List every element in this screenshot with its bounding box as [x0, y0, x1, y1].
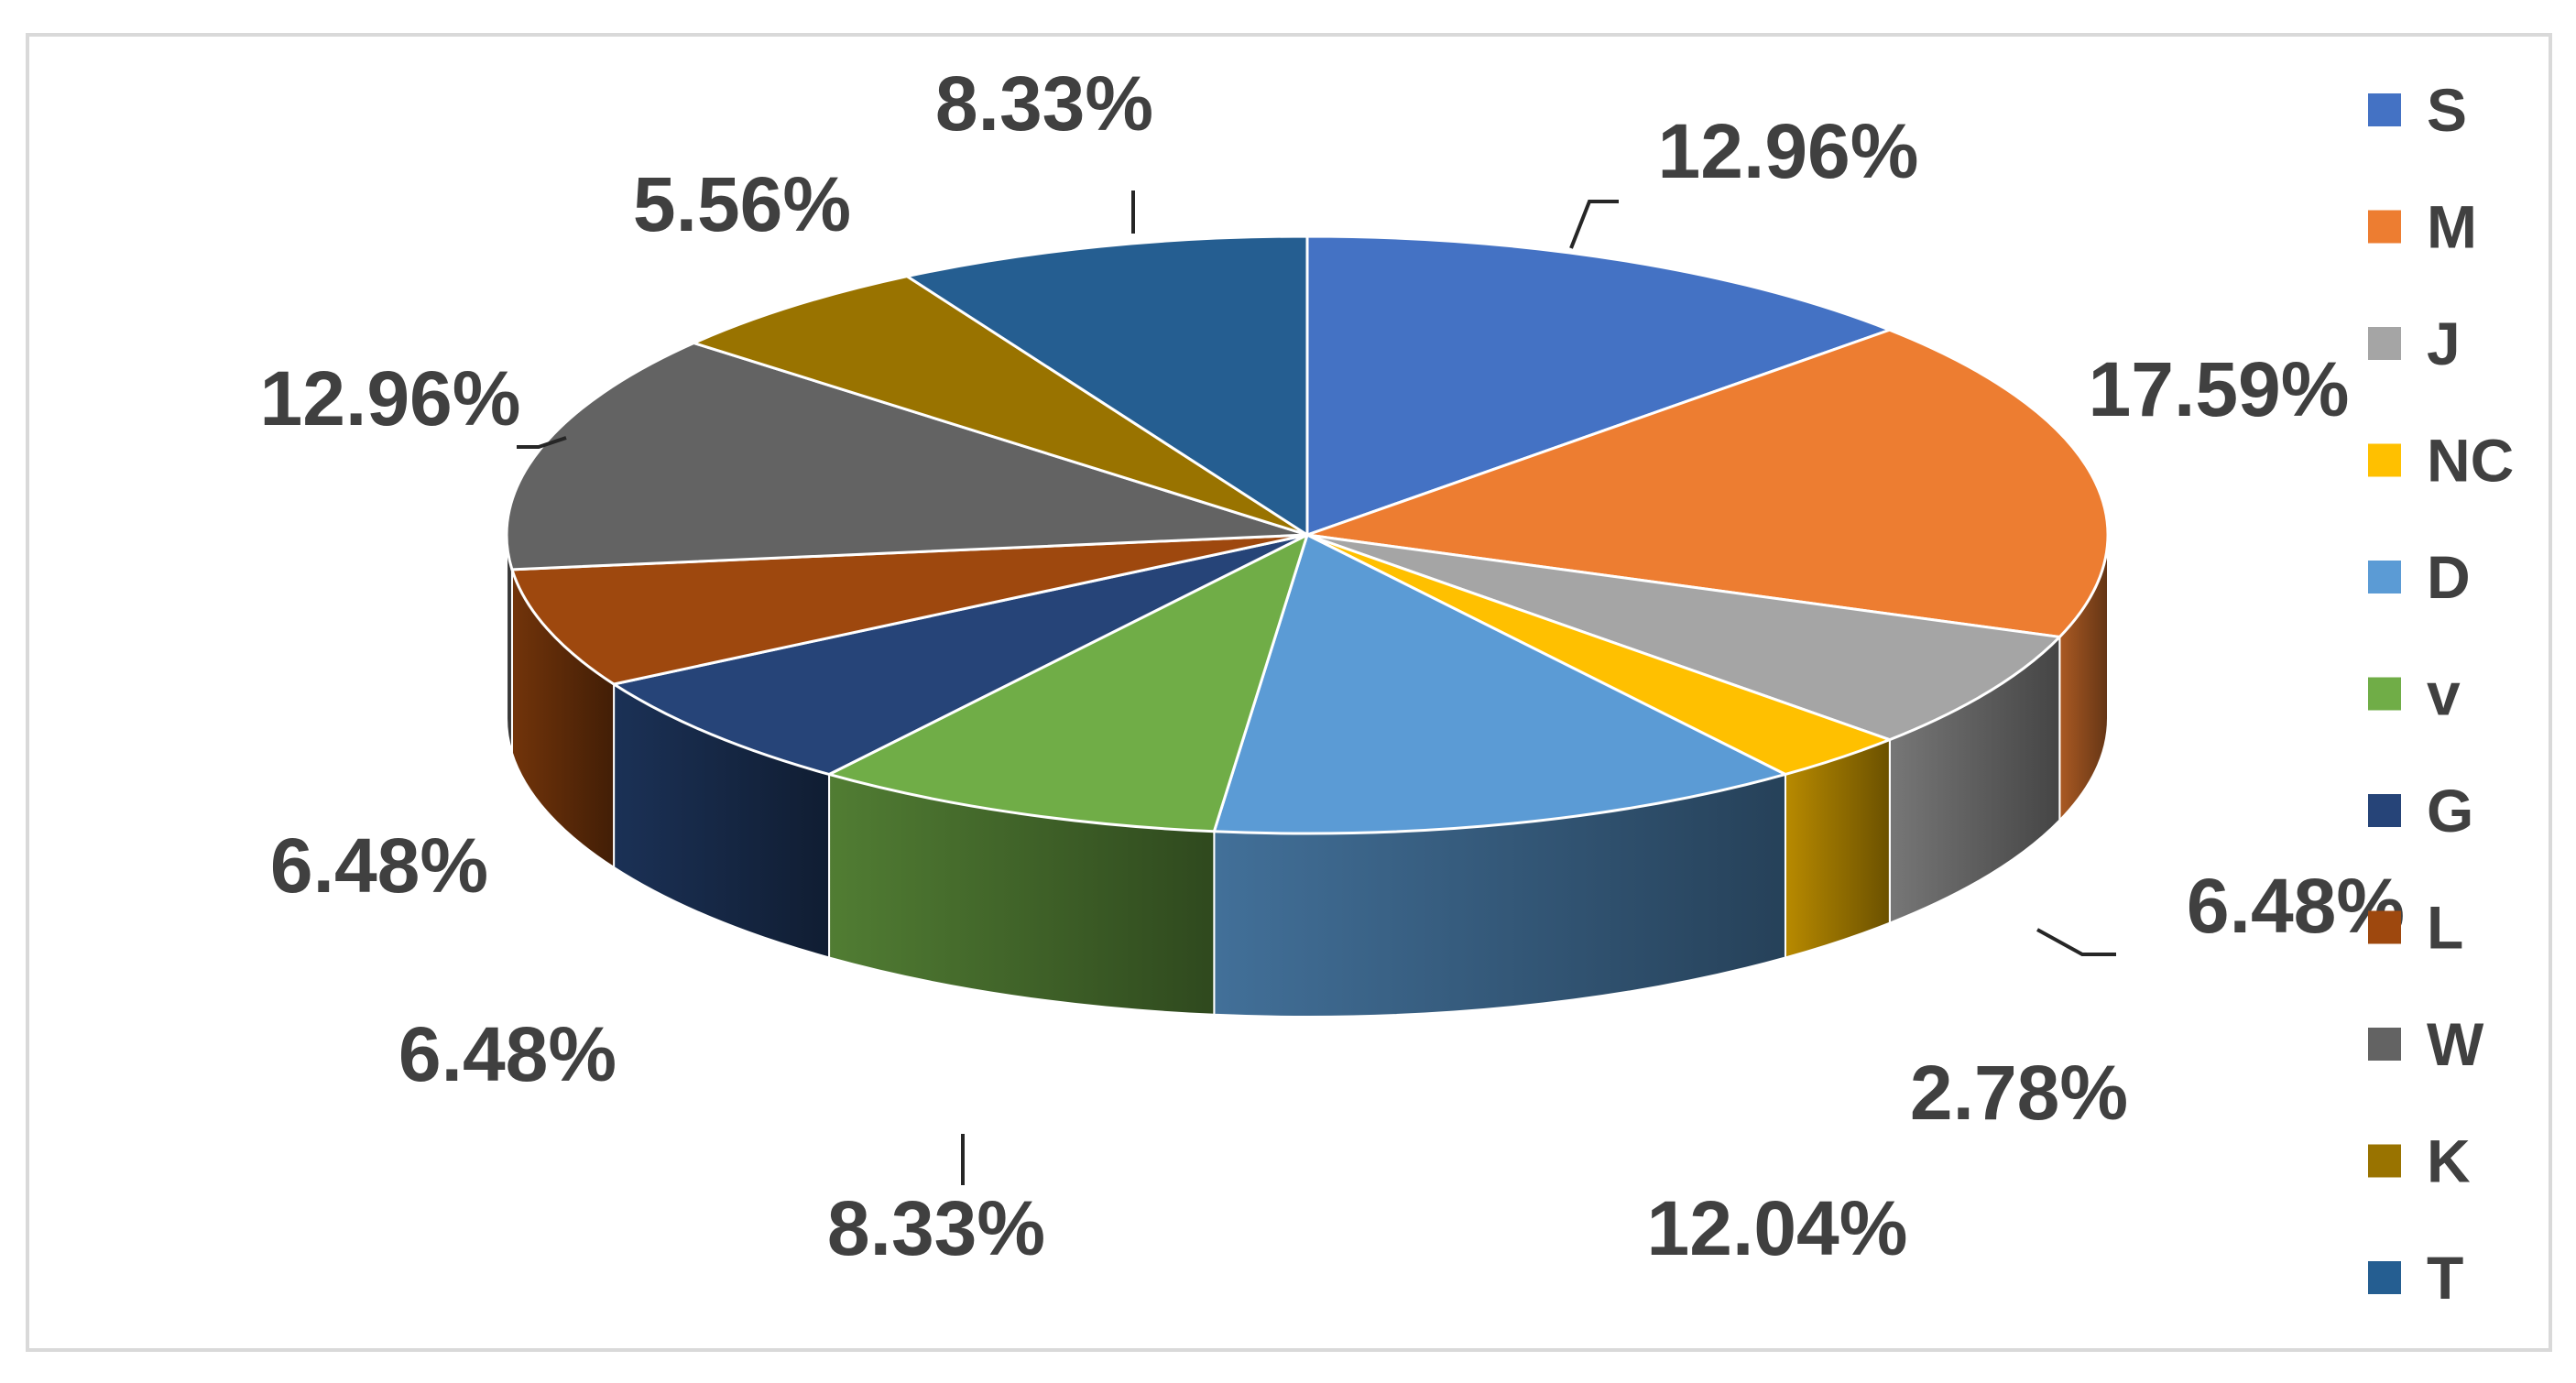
legend-swatch: [2368, 327, 2401, 360]
legend-item-w: W: [2368, 1010, 2484, 1078]
leader-line-j: [2036, 928, 2116, 956]
data-label-l: 6.48%: [270, 822, 488, 909]
pie-slice-g: [612, 533, 1309, 776]
legend-swatch: [2368, 561, 2401, 593]
pie-slice-j: [1305, 533, 2061, 742]
data-label-k: 5.56%: [633, 161, 851, 247]
data-label-s: 12.96%: [1658, 108, 1919, 194]
pie-slice-l: [510, 533, 1309, 686]
pie-slice-v: [827, 533, 1309, 833]
legend-label: NC: [2427, 427, 2514, 495]
data-labels: 12.96%17.59%6.48%2.78%12.04%8.33%6.48%6.…: [260, 60, 2406, 1271]
legend-item-v: v: [2368, 660, 2461, 728]
legend-item-s: S: [2368, 76, 2467, 144]
leader-line-s: [1569, 200, 1619, 249]
pie-slice-w: [505, 341, 1309, 572]
data-label-g: 6.48%: [398, 1011, 617, 1097]
data-label-d: 12.04%: [1647, 1185, 1908, 1271]
legend-item-d: D: [2368, 543, 2471, 611]
legend-label: T: [2427, 1244, 2463, 1312]
data-label-v: 8.33%: [827, 1185, 1045, 1271]
legend-label: G: [2427, 777, 2473, 844]
data-label-t: 8.33%: [935, 60, 1153, 147]
legend-item-j: J: [2368, 310, 2461, 377]
data-label-w: 12.96%: [260, 355, 521, 441]
legend-swatch: [2368, 1144, 2401, 1178]
legend-label: D: [2427, 543, 2471, 611]
legend-label: J: [2427, 310, 2461, 377]
legend-swatch: [2368, 1261, 2401, 1294]
legend-label: S: [2427, 76, 2467, 144]
data-label-m: 17.59%: [2089, 346, 2350, 432]
pie-side-nc: [1784, 738, 1891, 959]
legend-label: v: [2427, 660, 2461, 728]
pie-side-walls: [506, 534, 2109, 1018]
pie-slices: [505, 234, 2110, 835]
legend-swatch: [2368, 210, 2401, 244]
pie-slice-t: [905, 234, 1309, 537]
legend-swatch: [2368, 794, 2401, 827]
legend-label: W: [2427, 1010, 2484, 1078]
pie-slice-d: [1212, 533, 1787, 835]
pie-slice-k: [692, 275, 1309, 537]
legend-swatch: [2368, 677, 2401, 711]
legend-swatch: [2368, 93, 2401, 126]
pie-slice-m: [1305, 328, 2110, 638]
leader-line-w: [517, 436, 567, 449]
legend-swatch: [2368, 443, 2401, 477]
legend-item-m: M: [2368, 193, 2477, 261]
chart-frame: 12.96% 17.59% 6.48% 2.78% 12.04% 8.33% 6.48% 6.…: [26, 33, 2552, 1352]
leader-lines: [517, 191, 2116, 1185]
data-label-nc: 2.78%: [1910, 1050, 2128, 1136]
legend-item-k: K: [2368, 1127, 2471, 1195]
legend-label: K: [2427, 1127, 2471, 1195]
legend-label: M: [2427, 193, 2477, 261]
legend-swatch: [2368, 910, 2401, 944]
pie-slice-s: [1305, 234, 1892, 537]
pie-chart: 12.96%17.59%6.48%2.78%12.04%8.33%6.48%6.…: [260, 60, 2515, 1312]
legend-label: L: [2427, 894, 2463, 962]
legend-item-g: G: [2368, 777, 2473, 844]
legend-item-t: T: [2368, 1244, 2463, 1312]
legend-swatch: [2368, 1028, 2401, 1061]
legend-item-l: L: [2368, 894, 2463, 962]
legend-item-nc: NC: [2368, 427, 2514, 495]
